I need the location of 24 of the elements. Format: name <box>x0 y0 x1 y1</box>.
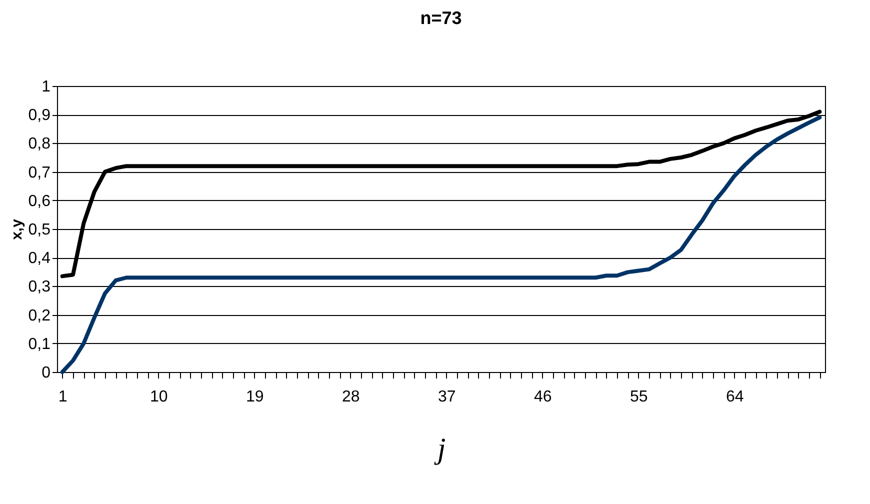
y-tick-label: 0,8 <box>28 136 51 153</box>
line-series <box>60 110 822 278</box>
x-tick-label: 19 <box>246 388 264 406</box>
y-tick-label: 0,1 <box>28 336 51 353</box>
y-tick-label: 0,5 <box>28 222 51 238</box>
chart-title: n=73 <box>420 8 462 28</box>
x-tick-label: 46 <box>534 388 552 406</box>
y-tick-label: 0,9 <box>28 107 51 124</box>
x-tick-label: 1 <box>58 388 68 406</box>
x-axis-title: j <box>433 432 446 466</box>
y-tick-label: 1 <box>42 78 51 96</box>
y-tick-label: 0,4 <box>28 250 51 268</box>
y-tick-label: 0,2 <box>28 307 51 324</box>
x-tick-label: 10 <box>150 388 168 406</box>
x-tick-label: 37 <box>438 388 456 406</box>
y-tick-label: 0,3 <box>28 278 51 296</box>
line-series <box>60 115 822 374</box>
y-tick-label: 0 <box>42 364 51 382</box>
y-axis-title: x,y <box>8 218 26 240</box>
y-tick-label: 0,6 <box>28 192 51 210</box>
x-tick-label: 55 <box>630 388 648 406</box>
y-tick-label: 0,7 <box>28 164 51 182</box>
x-tick-label: 28 <box>342 388 360 406</box>
x-tick-label: 64 <box>726 388 744 406</box>
